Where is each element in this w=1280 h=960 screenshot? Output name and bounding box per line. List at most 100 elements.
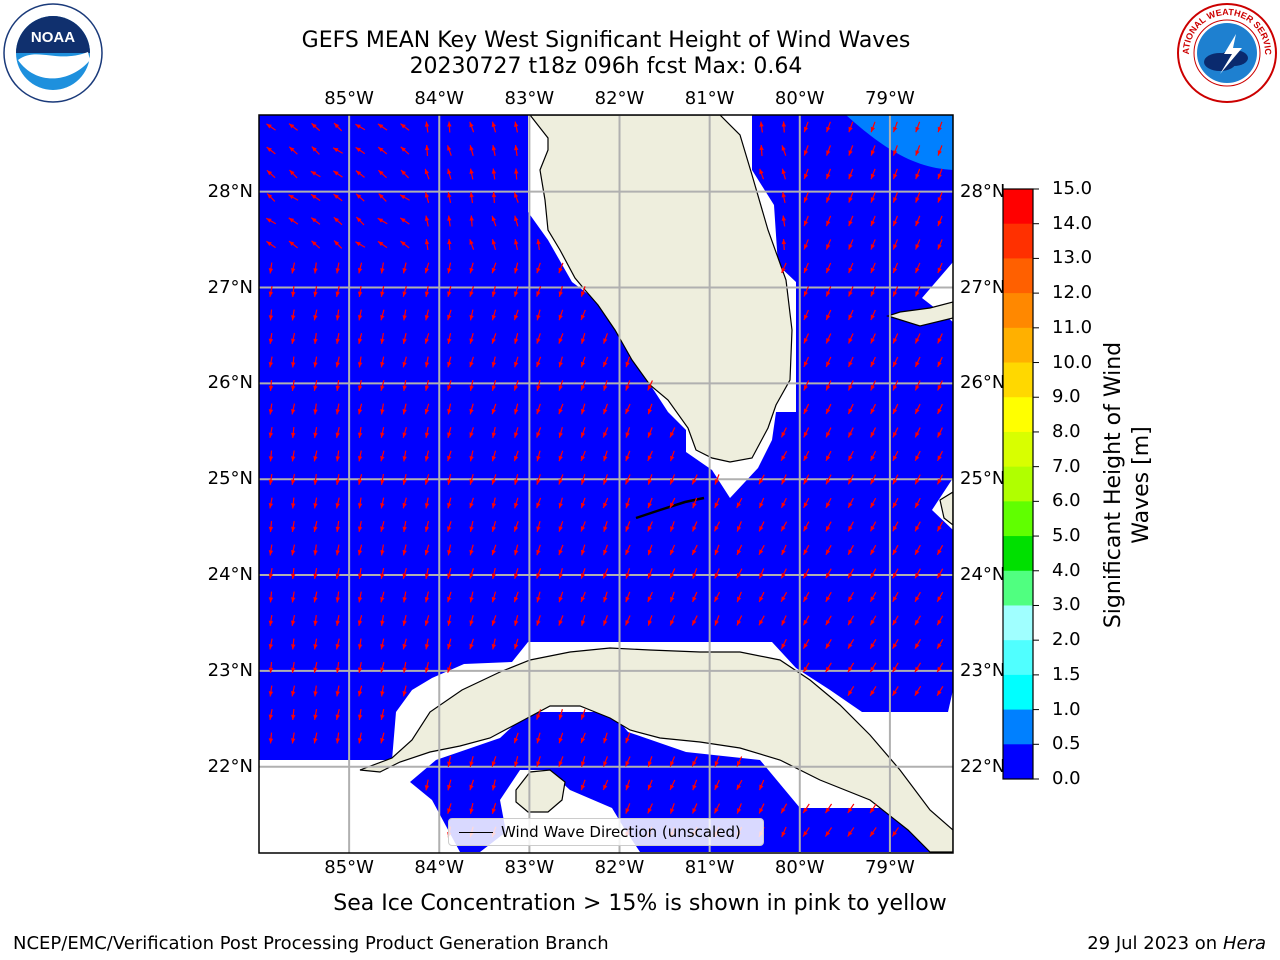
wave-arrow bbox=[736, 803, 742, 814]
wave-arrow bbox=[826, 121, 831, 133]
wave-arrow bbox=[580, 450, 586, 462]
latitude-label: 25°N bbox=[960, 468, 1006, 490]
wave-arrow bbox=[803, 450, 810, 462]
grand-bahama-land bbox=[886, 301, 953, 327]
wave-arrow bbox=[536, 403, 541, 415]
wave-arrow bbox=[536, 591, 541, 603]
wave-arrow bbox=[266, 146, 276, 155]
wave-arrow bbox=[380, 732, 385, 744]
wave-arrow bbox=[335, 497, 340, 509]
wave-arrow bbox=[380, 708, 385, 721]
wave-arrow bbox=[447, 638, 452, 650]
wave-arrow bbox=[268, 544, 274, 556]
wave-arrow bbox=[669, 756, 676, 767]
longitude-label: 82°W bbox=[594, 88, 645, 109]
longitude-label: 80°W bbox=[774, 88, 825, 109]
wave-arrow bbox=[937, 168, 943, 180]
wave-arrow bbox=[847, 662, 855, 673]
wave-arrow bbox=[669, 568, 676, 579]
wave-arrow bbox=[268, 332, 274, 345]
wave-arrow bbox=[580, 568, 586, 579]
wave-arrow bbox=[514, 544, 519, 556]
wave-arrow bbox=[424, 144, 430, 157]
wave-arrow bbox=[602, 427, 609, 438]
wave-arrow bbox=[424, 192, 430, 203]
wave-arrow bbox=[469, 262, 474, 274]
wave-arrow bbox=[915, 121, 921, 133]
wave-arrow bbox=[313, 403, 318, 415]
wave-arrow bbox=[647, 380, 653, 391]
wave-arrow bbox=[603, 591, 608, 603]
wave-arrow bbox=[803, 474, 810, 485]
longitude-label: 83°W bbox=[504, 857, 555, 878]
wave-arrow bbox=[355, 123, 366, 131]
latitude-label: 22°N bbox=[207, 755, 253, 777]
wave-arrow bbox=[469, 215, 474, 227]
wave-arrow bbox=[355, 193, 365, 202]
wave-arrow bbox=[603, 615, 608, 626]
wave-arrow bbox=[335, 614, 340, 627]
wave-arrow bbox=[424, 497, 430, 509]
wave-arrow bbox=[536, 450, 541, 462]
wave-arrow bbox=[313, 544, 318, 556]
wave-arrow bbox=[335, 309, 341, 321]
wave-arrow bbox=[402, 638, 407, 650]
wave-arrow bbox=[424, 262, 430, 274]
wave-arrow bbox=[914, 544, 921, 556]
wave-arrow bbox=[424, 285, 430, 298]
wave-arrow bbox=[848, 286, 854, 297]
wave-arrow bbox=[377, 240, 388, 249]
wave-arrow bbox=[268, 473, 274, 486]
colorbar-segment bbox=[1003, 501, 1033, 537]
wave-arrow bbox=[266, 123, 276, 131]
wave-arrow bbox=[758, 544, 765, 556]
wave-arrow bbox=[424, 544, 430, 556]
wave-arrow bbox=[357, 661, 363, 674]
footer-host: Hera bbox=[1222, 933, 1266, 954]
wave-arrow bbox=[335, 286, 340, 297]
map-subtitle-date: 20230727 t18z 096h fcst Max: 0.64 bbox=[409, 54, 803, 79]
wave-arrow bbox=[780, 521, 788, 532]
wave-arrow bbox=[869, 544, 877, 556]
wave-arrow bbox=[714, 779, 720, 791]
wave-arrow bbox=[825, 544, 832, 556]
wave-arrow bbox=[291, 356, 296, 368]
wave-arrow bbox=[491, 803, 497, 814]
wave-arrow bbox=[310, 217, 321, 225]
wave-arrow bbox=[514, 121, 519, 133]
wave-arrow bbox=[558, 333, 564, 344]
wave-arrow bbox=[377, 123, 388, 131]
wave-arrow bbox=[424, 380, 430, 391]
wave-arrow bbox=[781, 615, 787, 626]
wave-arrow bbox=[848, 121, 854, 133]
colorbar-segment bbox=[1003, 536, 1033, 572]
wave-arrow bbox=[915, 239, 921, 250]
longitude-label: 79°W bbox=[865, 857, 915, 878]
wave-arrow bbox=[847, 827, 855, 837]
wave-arrow bbox=[803, 497, 810, 509]
wave-arrow bbox=[335, 427, 340, 438]
wave-arrow bbox=[825, 450, 832, 462]
latitude-label: 24°N bbox=[960, 564, 1006, 586]
wave-arrow bbox=[402, 497, 407, 509]
wave-arrow bbox=[558, 591, 564, 603]
wave-arrow bbox=[469, 333, 474, 344]
wave-arrow bbox=[400, 123, 410, 131]
wave-arrow bbox=[803, 403, 810, 415]
wave-arrow bbox=[847, 685, 855, 697]
wave-arrow bbox=[491, 121, 497, 133]
wave-arrow bbox=[558, 497, 563, 509]
wave-arrow bbox=[424, 215, 430, 227]
wave-arrow bbox=[870, 309, 876, 321]
wave-arrow bbox=[291, 567, 296, 580]
wave-arrow bbox=[759, 121, 764, 133]
wave-arrow bbox=[266, 169, 276, 179]
longitude-label: 81°W bbox=[684, 88, 735, 109]
wave-arrow bbox=[825, 497, 832, 509]
wave-arrow bbox=[892, 662, 899, 673]
wave-arrow bbox=[892, 427, 899, 438]
wave-arrow bbox=[514, 333, 519, 344]
wave-arrow bbox=[357, 309, 363, 321]
wave-arrow bbox=[380, 567, 385, 580]
